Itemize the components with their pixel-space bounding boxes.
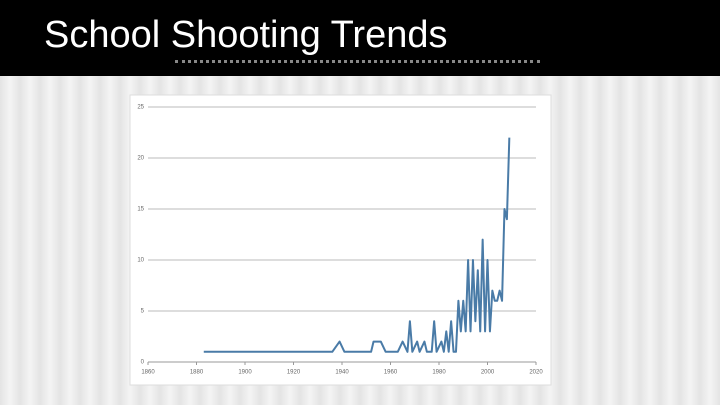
line-series [203, 137, 511, 353]
x-tick-label: 1880 [190, 370, 204, 376]
x-tick-label: 1900 [238, 370, 252, 376]
y-tick-label: 10 [137, 258, 144, 264]
title-rule [175, 60, 540, 63]
y-tick-label: 25 [137, 105, 144, 111]
slide-title: School Shooting Trends [44, 14, 448, 56]
x-tick-label: 1980 [432, 370, 446, 376]
y-tick-label: 15 [137, 207, 144, 213]
x-tick-label: 1960 [384, 370, 398, 376]
y-tick-label: 5 [141, 309, 145, 315]
chart-frame [129, 94, 552, 386]
x-tick-label: 1920 [287, 370, 301, 376]
x-tick-label: 2020 [529, 370, 543, 376]
x-tick-label: 1940 [335, 370, 349, 376]
y-tick-label: 0 [141, 360, 145, 366]
x-tick-label: 2000 [481, 370, 495, 376]
header: School Shooting Trends [0, 0, 720, 76]
x-tick-label: 1860 [141, 370, 155, 376]
y-tick-label: 20 [137, 156, 144, 162]
